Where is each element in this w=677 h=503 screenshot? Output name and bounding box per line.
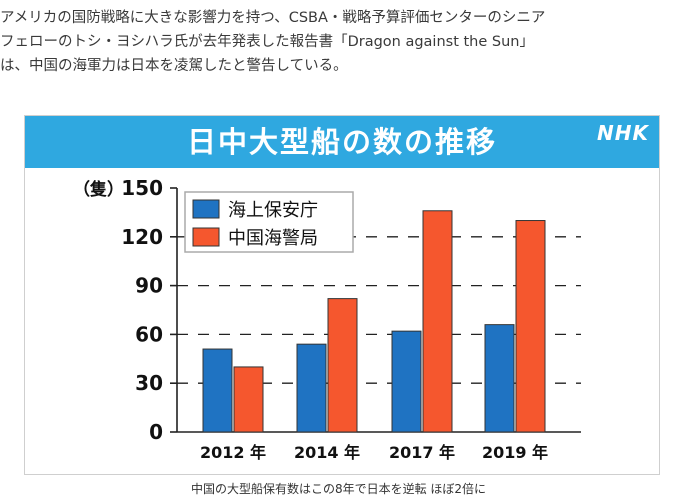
y-axis-label: （隻） [73, 179, 124, 200]
x-tick-label: 2019 年 [482, 443, 548, 462]
bar [296, 343, 327, 433]
y-tick-label: 30 [135, 371, 163, 395]
article-text: アメリカの国防戦略に大きな影響力を持つ、CSBA・戦略予算評価センターのシニア … [0, 6, 677, 78]
y-tick-label: 90 [135, 274, 163, 298]
bar [422, 210, 453, 433]
x-tick-label: 2012 年 [200, 443, 266, 462]
chart-title: 日中大型船の数の推移 [186, 125, 497, 159]
legend-swatch [192, 199, 220, 219]
legend-swatch [192, 227, 220, 247]
bar [515, 220, 546, 433]
y-tick-label: 120 [121, 225, 163, 249]
x-tick-label: 2014 年 [294, 443, 360, 462]
legend-label: 中国海警局 [228, 228, 318, 249]
article-line: フェローのトシ・ヨシハラ氏が去年発表した報告書「Dragon against t… [0, 34, 534, 50]
article-line: アメリカの国防戦略に大きな影響力を持つ、CSBA・戦略予算評価センターのシニア [0, 10, 546, 26]
bar [233, 366, 264, 433]
y-tick-label: 0 [149, 420, 163, 444]
legend-label: 海上保安庁 [228, 200, 318, 221]
bar [202, 348, 233, 433]
nhk-logo: NHK [597, 121, 649, 145]
bar [327, 298, 358, 433]
y-tick-label: 150 [121, 176, 163, 200]
figure-caption: 中国の大型船保有数はこの8年で日本を逆転 ほぼ2倍に [190, 482, 487, 496]
bar-chart: 0 30 60 90 120 150（隻） 2012 年 2014 年 2017 年 2019 年… [73, 176, 581, 462]
bar [484, 324, 515, 433]
y-tick-label: 60 [135, 322, 163, 346]
x-tick-label: 2017 年 [389, 443, 455, 462]
chart-figure: 日中大型船の数の推移 NHK 0 30 60 90 120 150 （隻） 2012 年 201… [24, 115, 660, 475]
bar [391, 330, 422, 433]
chart-header [25, 116, 659, 168]
article-line: は、中国の海軍力は日本を凌駕したと警告している。 [0, 58, 348, 74]
